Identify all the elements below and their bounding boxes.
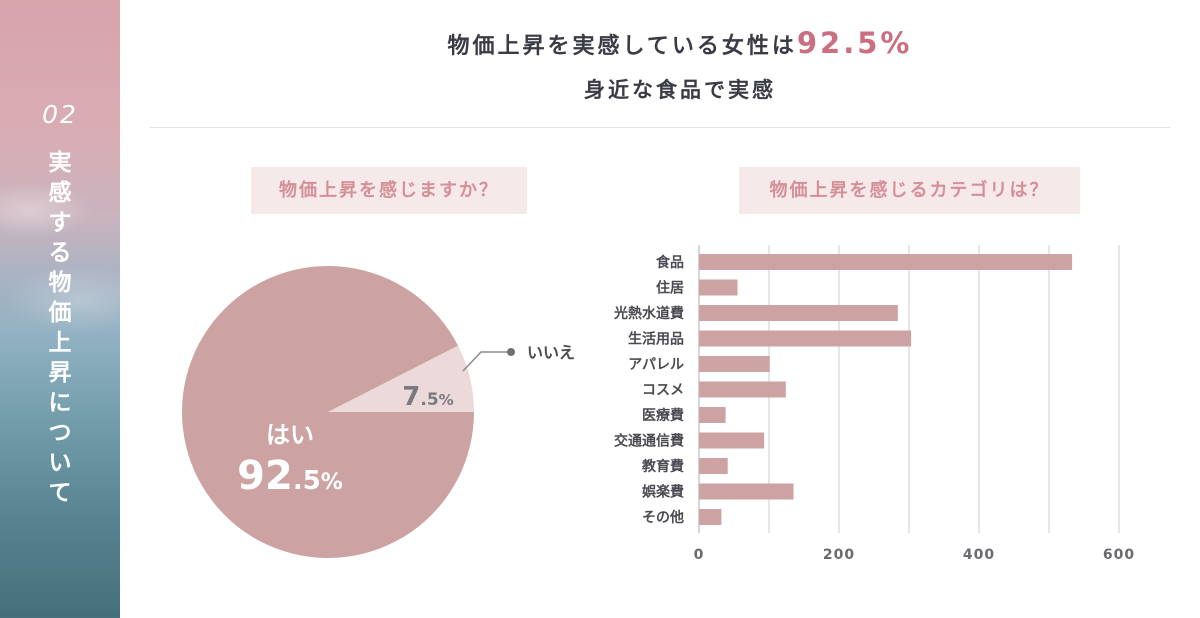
- bar: [699, 279, 738, 296]
- page-title-highlight: 92.5%: [796, 26, 913, 60]
- pie-question-label: 物価上昇を感じますか？: [251, 167, 527, 214]
- bar: [699, 254, 1073, 270]
- bar-category-label: 光熱水道費: [613, 305, 684, 322]
- bar: [699, 381, 786, 398]
- bar: [699, 509, 722, 525]
- header-divider: [150, 127, 1170, 128]
- pie-slice-yes: [182, 266, 474, 559]
- bar: [699, 483, 794, 500]
- bar-category-label: 住居: [656, 280, 684, 297]
- bar: [699, 432, 765, 449]
- bar-category-label: 娯楽費: [642, 484, 684, 501]
- section-title: 実感する物価上昇について: [48, 150, 72, 506]
- bar-category-label: その他: [642, 509, 684, 526]
- bar-question-label: 物価上昇を感じるカテゴリは？: [739, 167, 1080, 214]
- bar-category-label: 交通通信費: [614, 433, 684, 450]
- pie-value-no: 7.5%: [402, 382, 453, 412]
- bar-category-label: アパレル: [628, 357, 684, 373]
- pie-slice-no: [328, 345, 474, 412]
- bar: [699, 458, 728, 474]
- pie-chart: はい 92.5% 7.5% いいえ: [182, 266, 575, 559]
- bar-category-label: 医療費: [642, 407, 684, 424]
- page-title: 物価上昇を実感している女性は92.5%: [300, 26, 1060, 60]
- page-subtitle: 身近な食品で実感: [584, 78, 776, 102]
- bar: [699, 305, 898, 321]
- pie-leader-line: [462, 351, 511, 372]
- bar-tick-label: 200: [823, 547, 855, 563]
- section-number: 02: [42, 100, 78, 129]
- pie-value-yes: 92.5%: [237, 453, 343, 499]
- page-title-prefix: 物価上昇を実感している女性は: [447, 34, 797, 59]
- bar: [699, 330, 912, 347]
- bar-category-label: 生活用品: [628, 331, 684, 348]
- bar-category-label: 食品: [656, 254, 684, 271]
- pie-label-no: いいえ: [527, 343, 575, 362]
- bar-category-label: 教育費: [642, 458, 684, 475]
- sidebar: 02 実感する物価上昇について: [0, 0, 120, 618]
- pie-leader-dot: [507, 348, 515, 356]
- bar: [699, 407, 726, 423]
- bar: [699, 356, 770, 372]
- bar-category-label: コスメ: [642, 383, 684, 399]
- bar-tick-label: 400: [963, 547, 995, 563]
- pie-label-yes: はい: [266, 421, 314, 449]
- bar-tick-label: 600: [1103, 547, 1135, 563]
- bar-tick-label: 0: [694, 547, 705, 563]
- bar-chart: 0 200 400 600 食品住居光熱水道費生活用品アパレルコスメ医療費交通通信費教育…: [613, 245, 1135, 563]
